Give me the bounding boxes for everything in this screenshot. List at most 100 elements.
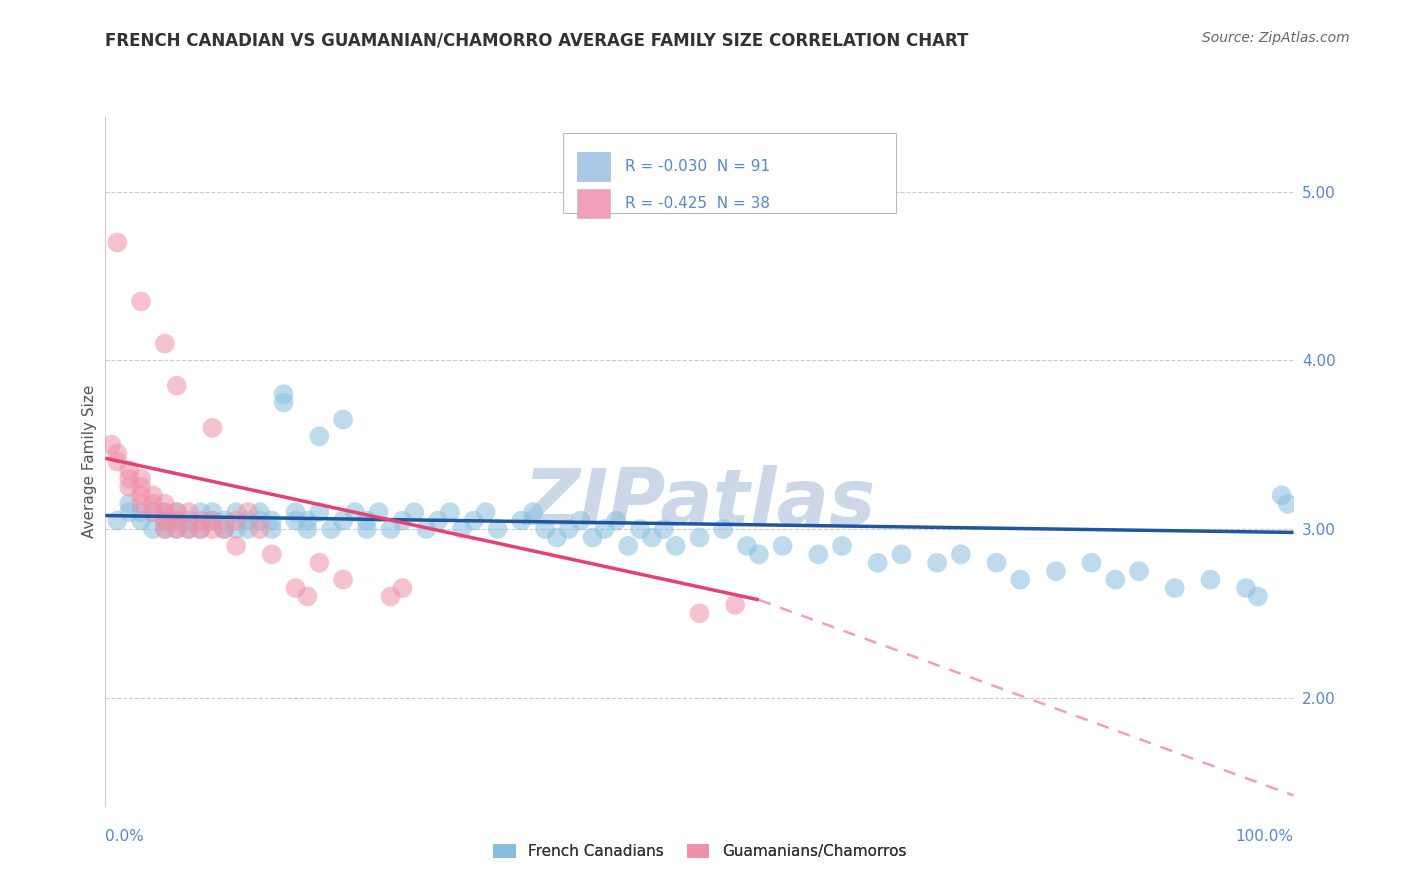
- Point: [166, 522, 188, 536]
- Point: [153, 505, 176, 519]
- Point: [190, 522, 212, 536]
- Point: [593, 522, 616, 536]
- Point: [284, 581, 307, 595]
- Point: [225, 514, 247, 528]
- Text: ZIPatlas: ZIPatlas: [523, 465, 876, 541]
- Point: [522, 505, 544, 519]
- Point: [225, 505, 247, 519]
- Point: [129, 488, 152, 502]
- Point: [129, 505, 152, 519]
- Point: [380, 522, 402, 536]
- Point: [1128, 564, 1150, 578]
- Point: [711, 522, 734, 536]
- Point: [986, 556, 1008, 570]
- Point: [260, 514, 283, 528]
- Point: [689, 607, 711, 621]
- Point: [249, 514, 271, 528]
- Point: [297, 522, 319, 536]
- Point: [474, 505, 496, 519]
- Text: R = -0.030  N = 91: R = -0.030 N = 91: [624, 159, 769, 174]
- Point: [225, 539, 247, 553]
- FancyBboxPatch shape: [562, 133, 896, 213]
- Point: [118, 505, 141, 519]
- Point: [142, 505, 165, 519]
- Point: [1045, 564, 1067, 578]
- Point: [321, 522, 343, 536]
- Point: [260, 522, 283, 536]
- Point: [724, 598, 747, 612]
- Point: [558, 522, 581, 536]
- Point: [427, 514, 450, 528]
- Point: [308, 505, 330, 519]
- Point: [177, 514, 200, 528]
- Legend: French Canadians, Guamanians/Chamorros: French Canadians, Guamanians/Chamorros: [486, 838, 912, 865]
- Point: [308, 429, 330, 443]
- Point: [190, 522, 212, 536]
- Point: [177, 522, 200, 536]
- Point: [463, 514, 485, 528]
- Point: [153, 522, 176, 536]
- Point: [617, 539, 640, 553]
- FancyBboxPatch shape: [576, 189, 610, 218]
- Point: [641, 531, 664, 545]
- Point: [332, 412, 354, 426]
- Point: [890, 547, 912, 561]
- Point: [332, 573, 354, 587]
- Point: [201, 514, 224, 528]
- Point: [367, 505, 389, 519]
- Point: [105, 235, 128, 250]
- Point: [260, 547, 283, 561]
- Point: [100, 438, 122, 452]
- Point: [201, 522, 224, 536]
- Point: [652, 522, 675, 536]
- Text: R = -0.425  N = 38: R = -0.425 N = 38: [624, 195, 769, 211]
- Point: [142, 505, 165, 519]
- Point: [748, 547, 770, 561]
- Point: [510, 514, 533, 528]
- Point: [166, 378, 188, 392]
- Point: [1247, 590, 1270, 604]
- Point: [249, 522, 271, 536]
- Point: [1199, 573, 1222, 587]
- Point: [177, 522, 200, 536]
- Point: [404, 505, 426, 519]
- Point: [735, 539, 758, 553]
- Point: [166, 505, 188, 519]
- Point: [201, 505, 224, 519]
- Point: [1271, 488, 1294, 502]
- Text: Source: ZipAtlas.com: Source: ZipAtlas.com: [1202, 31, 1350, 45]
- Point: [581, 531, 603, 545]
- Point: [665, 539, 688, 553]
- Point: [831, 539, 853, 553]
- Point: [284, 505, 307, 519]
- Point: [142, 522, 165, 536]
- Point: [166, 514, 188, 528]
- Point: [486, 522, 509, 536]
- Point: [214, 514, 236, 528]
- Point: [105, 446, 128, 460]
- Point: [546, 531, 568, 545]
- Point: [415, 522, 437, 536]
- FancyBboxPatch shape: [576, 153, 610, 181]
- Point: [118, 471, 141, 485]
- Point: [866, 556, 889, 570]
- Point: [166, 505, 188, 519]
- Point: [249, 505, 271, 519]
- Point: [153, 497, 176, 511]
- Point: [439, 505, 461, 519]
- Point: [391, 514, 413, 528]
- Point: [273, 395, 295, 409]
- Point: [153, 505, 176, 519]
- Point: [949, 547, 972, 561]
- Point: [236, 514, 259, 528]
- Point: [225, 522, 247, 536]
- Point: [1234, 581, 1257, 595]
- Point: [569, 514, 592, 528]
- Point: [166, 514, 188, 528]
- Point: [807, 547, 830, 561]
- Point: [273, 387, 295, 401]
- Point: [925, 556, 948, 570]
- Point: [1164, 581, 1187, 595]
- Point: [1277, 497, 1299, 511]
- Point: [450, 522, 472, 536]
